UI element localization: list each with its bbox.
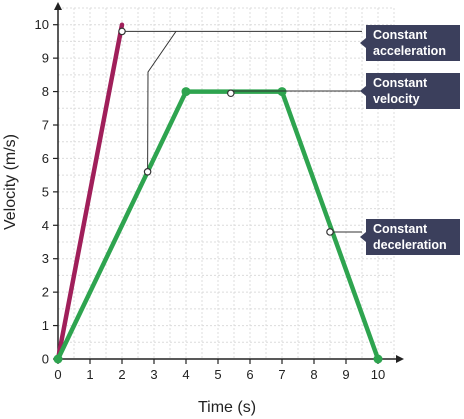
- x-tick-label: 0: [54, 367, 61, 382]
- x-tick-label: 1: [86, 367, 93, 382]
- x-axis-arrow-icon: [396, 355, 404, 363]
- callout-pointer-icon: [360, 86, 366, 96]
- y-tick-label: 5: [42, 184, 49, 199]
- annotations: ConstantaccelerationConstantvelocityCons…: [118, 25, 460, 255]
- callout-label-line: deceleration: [373, 238, 447, 252]
- annotation-point-marker: [227, 89, 235, 98]
- callout-box: [366, 73, 460, 109]
- callout-box: [366, 25, 460, 61]
- annotation-point-marker: [326, 228, 334, 236]
- series-line-1: [55, 22, 125, 362]
- annotation-callout: Constant velocity: [227, 73, 460, 109]
- callout-label-line: Constant: [373, 76, 428, 90]
- annotation-point-marker: [143, 168, 152, 176]
- y-tick-label: 7: [42, 118, 49, 133]
- x-tick-label: 9: [342, 367, 349, 382]
- y-tick-label: 2: [42, 285, 49, 300]
- y-axis-arrow-icon: [54, 2, 62, 10]
- callout-box: [366, 219, 460, 255]
- leader-line: [147, 31, 177, 172]
- annotation-callout: Constant acceleration: [118, 25, 460, 176]
- x-tick-label: 5: [214, 367, 221, 382]
- y-tick-label: 6: [42, 151, 49, 166]
- grid: [58, 7, 395, 359]
- annotation-callout: Constant deceleration: [326, 219, 460, 255]
- y-tick-label: 4: [42, 218, 49, 233]
- x-tick-label: 8: [310, 367, 317, 382]
- callout-label-line: velocity: [373, 92, 420, 106]
- axes: 0 1 2 3 4 5 6 7 8 9 10 0 1 2 3 4 5 6 7 8 9 10: [35, 2, 404, 382]
- callout-pointer-icon: [360, 38, 366, 48]
- data-point-marker: [53, 354, 63, 364]
- callout-label-line: acceleration: [373, 44, 446, 58]
- y-tick-label: 3: [42, 251, 49, 266]
- x-tick-label: 10: [371, 367, 385, 382]
- annotation-point-marker: [118, 27, 126, 36]
- y-axis-label: Velocity (m/s): [2, 134, 19, 230]
- y-tick-label: 1: [42, 318, 49, 333]
- y-tick-label: 10: [35, 17, 49, 32]
- x-tick-label: 7: [278, 367, 285, 382]
- callout-label-line: Constant: [373, 222, 428, 236]
- data-point-marker: [181, 87, 191, 97]
- callout-pointer-icon: [360, 232, 366, 242]
- x-tick-label: 3: [150, 367, 157, 382]
- x-tick-label: 2: [118, 367, 125, 382]
- callout-label-line: Constant: [373, 28, 428, 42]
- x-tick-label: 4: [182, 367, 189, 382]
- data-point-marker: [277, 87, 287, 97]
- x-axis-label: Time (s): [198, 399, 256, 416]
- y-tick-label: 9: [42, 51, 49, 66]
- data-point-marker: [373, 354, 383, 364]
- x-tick-label: 6: [246, 367, 253, 382]
- y-tick-label: 8: [42, 84, 49, 99]
- y-tick-label: 0: [42, 352, 49, 367]
